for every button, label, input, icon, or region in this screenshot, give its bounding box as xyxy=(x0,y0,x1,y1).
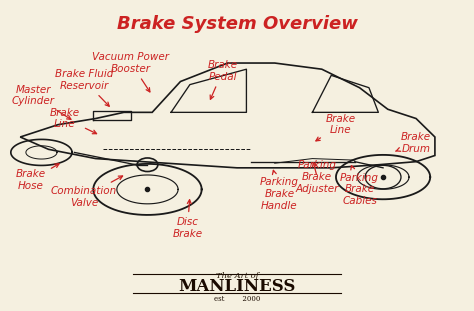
Text: Brake
Line: Brake Line xyxy=(50,108,97,134)
Text: Brake Fluid
Reservoir: Brake Fluid Reservoir xyxy=(55,69,113,106)
Text: Brake
Drum: Brake Drum xyxy=(396,132,431,154)
Text: Disc
Brake: Disc Brake xyxy=(173,200,202,239)
Text: Combination
Valve: Combination Valve xyxy=(51,176,123,208)
Text: Brake
Pedal: Brake Pedal xyxy=(208,60,238,99)
Text: MANLINESS: MANLINESS xyxy=(178,278,296,295)
Text: Master
Cylinder: Master Cylinder xyxy=(12,85,71,119)
Text: Parking
Brake
Handle: Parking Brake Handle xyxy=(260,170,299,211)
Text: Parking
Brake
Adjuster: Parking Brake Adjuster xyxy=(295,160,339,194)
Text: Brake System Overview: Brake System Overview xyxy=(117,15,357,33)
Text: Vacuum Power
Booster: Vacuum Power Booster xyxy=(92,52,170,92)
Text: The Art of: The Art of xyxy=(216,272,258,280)
Text: est        2000: est 2000 xyxy=(214,295,260,303)
Text: Brake
Hose: Brake Hose xyxy=(16,164,59,191)
Text: Brake
Line: Brake Line xyxy=(316,114,356,141)
Text: Parking
Brake
Cables: Parking Brake Cables xyxy=(340,166,379,206)
